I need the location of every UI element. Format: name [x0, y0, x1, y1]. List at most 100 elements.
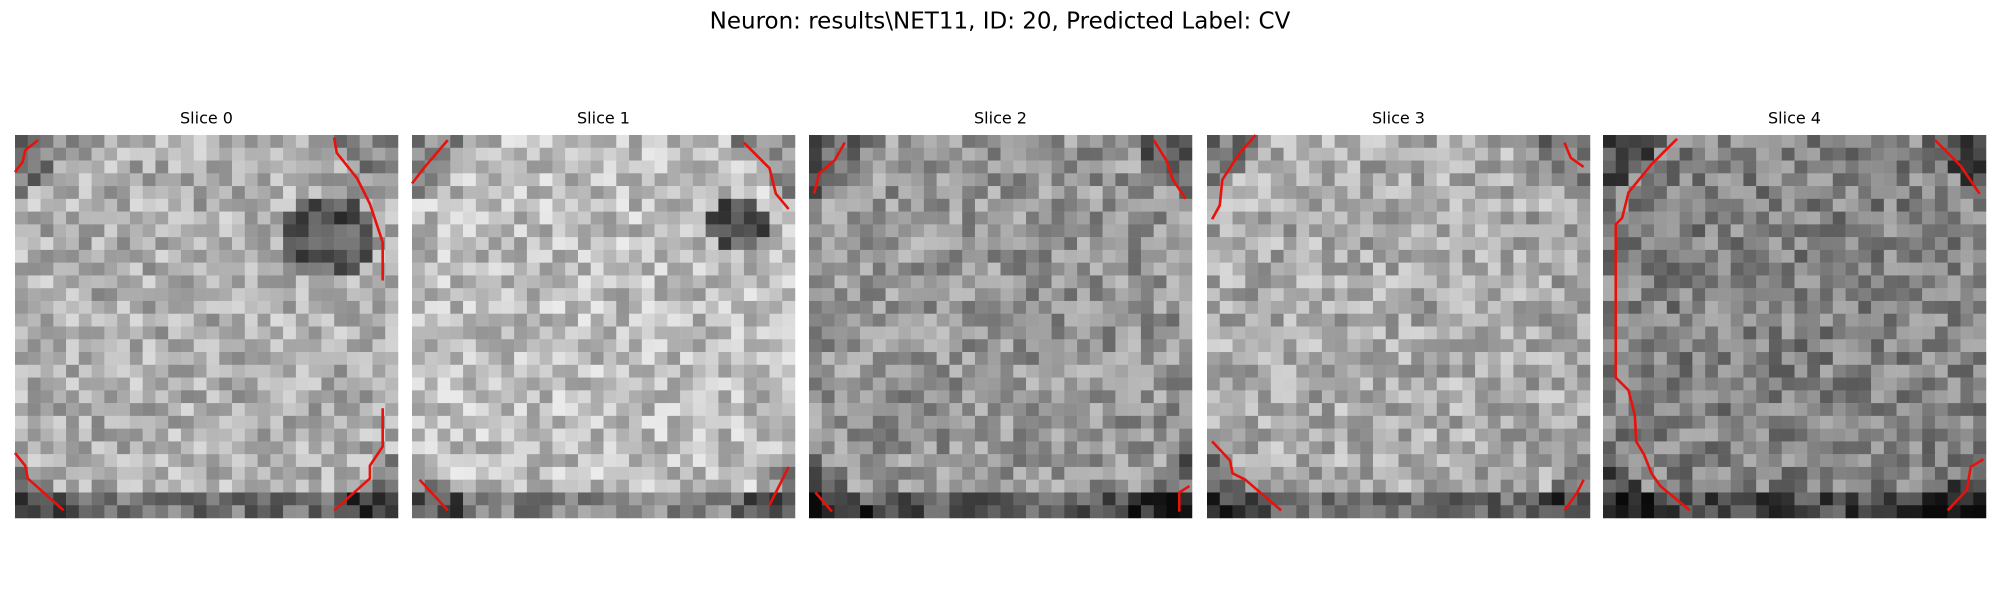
pixel — [1743, 249, 1757, 263]
pixel — [283, 415, 297, 429]
pixel — [539, 479, 553, 493]
pixel — [936, 492, 950, 506]
pixel — [1513, 415, 1527, 429]
pixel — [1026, 492, 1040, 506]
pixel — [66, 147, 80, 161]
pixel — [1615, 441, 1629, 455]
pixel — [1973, 505, 1987, 519]
pixel — [1372, 211, 1386, 225]
pixel — [283, 479, 297, 493]
pixel — [1411, 415, 1425, 429]
pixel — [142, 224, 156, 238]
pixel — [1385, 352, 1399, 366]
pixel — [1551, 441, 1565, 455]
pixel — [1398, 364, 1412, 378]
pixel — [359, 288, 373, 302]
pixel — [450, 352, 464, 366]
pixel — [1245, 352, 1259, 366]
pixel — [104, 479, 118, 493]
pixel — [334, 173, 348, 187]
pixel — [1717, 237, 1731, 251]
pixel — [40, 492, 54, 506]
pixel — [1717, 262, 1731, 276]
pixel — [987, 147, 1001, 161]
pixel — [1013, 313, 1027, 327]
pixel — [1038, 415, 1052, 429]
pixel — [731, 415, 745, 429]
pixel — [270, 339, 284, 353]
pixel — [1947, 173, 1961, 187]
pixel — [321, 186, 335, 200]
pixel — [1922, 249, 1936, 263]
pixel — [412, 454, 426, 468]
pixel — [1551, 186, 1565, 200]
pixel — [667, 237, 681, 251]
pixel — [1038, 262, 1052, 276]
pixel — [1883, 466, 1897, 480]
pixel — [1717, 505, 1731, 519]
pixel — [1743, 352, 1757, 366]
pixel — [526, 211, 540, 225]
pixel — [1654, 198, 1668, 212]
pixel — [168, 505, 182, 519]
pixel — [1436, 492, 1450, 506]
pixel — [321, 454, 335, 468]
pixel — [1128, 428, 1142, 442]
pixel — [155, 466, 169, 480]
pixel — [756, 275, 770, 289]
pixel — [1832, 173, 1846, 187]
pixel — [539, 135, 553, 149]
pixel — [1973, 352, 1987, 366]
pixel — [565, 237, 579, 251]
pixel — [321, 326, 335, 340]
pixel — [142, 403, 156, 417]
pixel — [475, 160, 489, 174]
pixel — [232, 186, 246, 200]
pixel — [1858, 415, 1872, 429]
pixel — [911, 377, 925, 391]
pixel — [552, 479, 566, 493]
pixel — [1064, 326, 1078, 340]
pixel — [1794, 352, 1808, 366]
pixel — [1166, 186, 1180, 200]
pixel — [1115, 454, 1129, 468]
pixel — [1296, 135, 1310, 149]
pixel — [987, 377, 1001, 391]
pixel — [539, 364, 553, 378]
pixel — [1102, 173, 1116, 187]
pixel — [1896, 505, 1910, 519]
pixel — [1730, 211, 1744, 225]
pixel — [1398, 300, 1412, 314]
pixel — [1334, 403, 1348, 417]
pixel — [346, 237, 360, 251]
pixel — [1679, 492, 1693, 506]
pixel — [1140, 390, 1154, 404]
pixel — [1666, 479, 1680, 493]
pixel — [809, 135, 823, 149]
pixel — [206, 147, 220, 161]
pixel — [834, 339, 848, 353]
pixel — [501, 377, 515, 391]
pixel — [949, 135, 963, 149]
pixel — [654, 415, 668, 429]
pixel — [590, 466, 604, 480]
pixel — [66, 479, 80, 493]
pixel — [1692, 288, 1706, 302]
pixel — [450, 249, 464, 263]
pixel — [514, 224, 528, 238]
pixel — [974, 160, 988, 174]
pixel — [1603, 262, 1617, 276]
pixel — [1153, 441, 1167, 455]
pixel — [539, 262, 553, 276]
pixel — [1871, 454, 1885, 468]
pixel — [463, 160, 477, 174]
pixel — [1038, 505, 1052, 519]
pixel — [1934, 224, 1948, 238]
pixel — [180, 492, 194, 506]
pixel — [372, 479, 386, 493]
pixel — [1807, 160, 1821, 174]
pixel — [1166, 428, 1180, 442]
pixel — [616, 147, 630, 161]
pixel — [1026, 173, 1040, 187]
pixel — [1153, 160, 1167, 174]
